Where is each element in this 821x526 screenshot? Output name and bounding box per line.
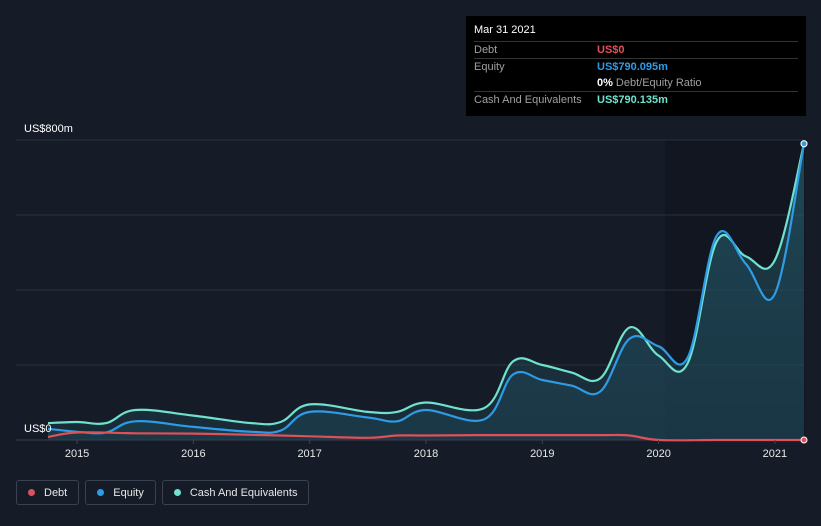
tooltip-date: Mar 31 2021 — [474, 24, 536, 36]
legend-label: Debt — [44, 486, 68, 499]
tooltip-value: 0% — [597, 77, 613, 89]
line-cash-and-equivalents — [47, 143, 806, 426]
series-lines — [47, 143, 806, 442]
tooltip-row-debt: Debt US$0 — [474, 41, 798, 58]
tooltip-value: US$790.135m — [597, 94, 668, 106]
legend-label: Equity — [113, 486, 144, 499]
line-equity — [47, 143, 806, 435]
data-tooltip: Mar 31 2021 Debt US$0 Equity US$790.095m… — [466, 16, 806, 116]
y-axis-bottom-label: US$0 — [24, 423, 52, 435]
series-endpoints — [800, 140, 808, 444]
x-axis-ticks: 2015 2016 2017 2018 2019 2020 2021 — [65, 440, 787, 460]
x-tick-label: 2017 — [297, 448, 321, 460]
y-axis-top-label: US$800m — [24, 123, 73, 135]
x-tick-label: 2019 — [530, 448, 554, 460]
tooltip-value: US$0 — [597, 44, 625, 56]
tooltip-label: Debt — [474, 44, 498, 56]
tooltip-row-ratio: 0% Debt/Equity Ratio — [474, 75, 798, 91]
legend-label: Cash And Equivalents — [189, 486, 298, 499]
tooltip-label: Equity — [474, 61, 505, 73]
tooltip-ratio-label: Debt/Equity Ratio — [615, 77, 702, 89]
chart-legend: Debt Equity Cash And Equivalents — [16, 480, 310, 505]
legend-item-debt[interactable]: Debt — [16, 480, 80, 505]
legend-dot-icon — [28, 489, 35, 496]
endpoint-debt — [800, 436, 808, 444]
legend-item-equity[interactable]: Equity — [85, 480, 156, 505]
tooltip-value: US$790.095m — [597, 61, 668, 73]
tooltip-label: Cash And Equivalents — [474, 94, 582, 106]
line-debt — [47, 431, 804, 442]
x-tick-label: 2015 — [65, 448, 89, 460]
x-tick-label: 2021 — [763, 448, 787, 460]
x-tick-label: 2016 — [181, 448, 205, 460]
tooltip-row-cash: Cash And Equivalents US$790.135m — [474, 91, 798, 108]
endpoint-equity — [800, 140, 808, 148]
tooltip-row-equity: Equity US$790.095m — [474, 58, 798, 75]
legend-dot-icon — [173, 489, 181, 496]
x-tick-label: 2018 — [414, 448, 438, 460]
legend-dot-icon — [97, 489, 105, 496]
x-tick-label: 2020 — [646, 448, 670, 460]
legend-item-cash[interactable]: Cash And Equivalents — [161, 480, 310, 505]
